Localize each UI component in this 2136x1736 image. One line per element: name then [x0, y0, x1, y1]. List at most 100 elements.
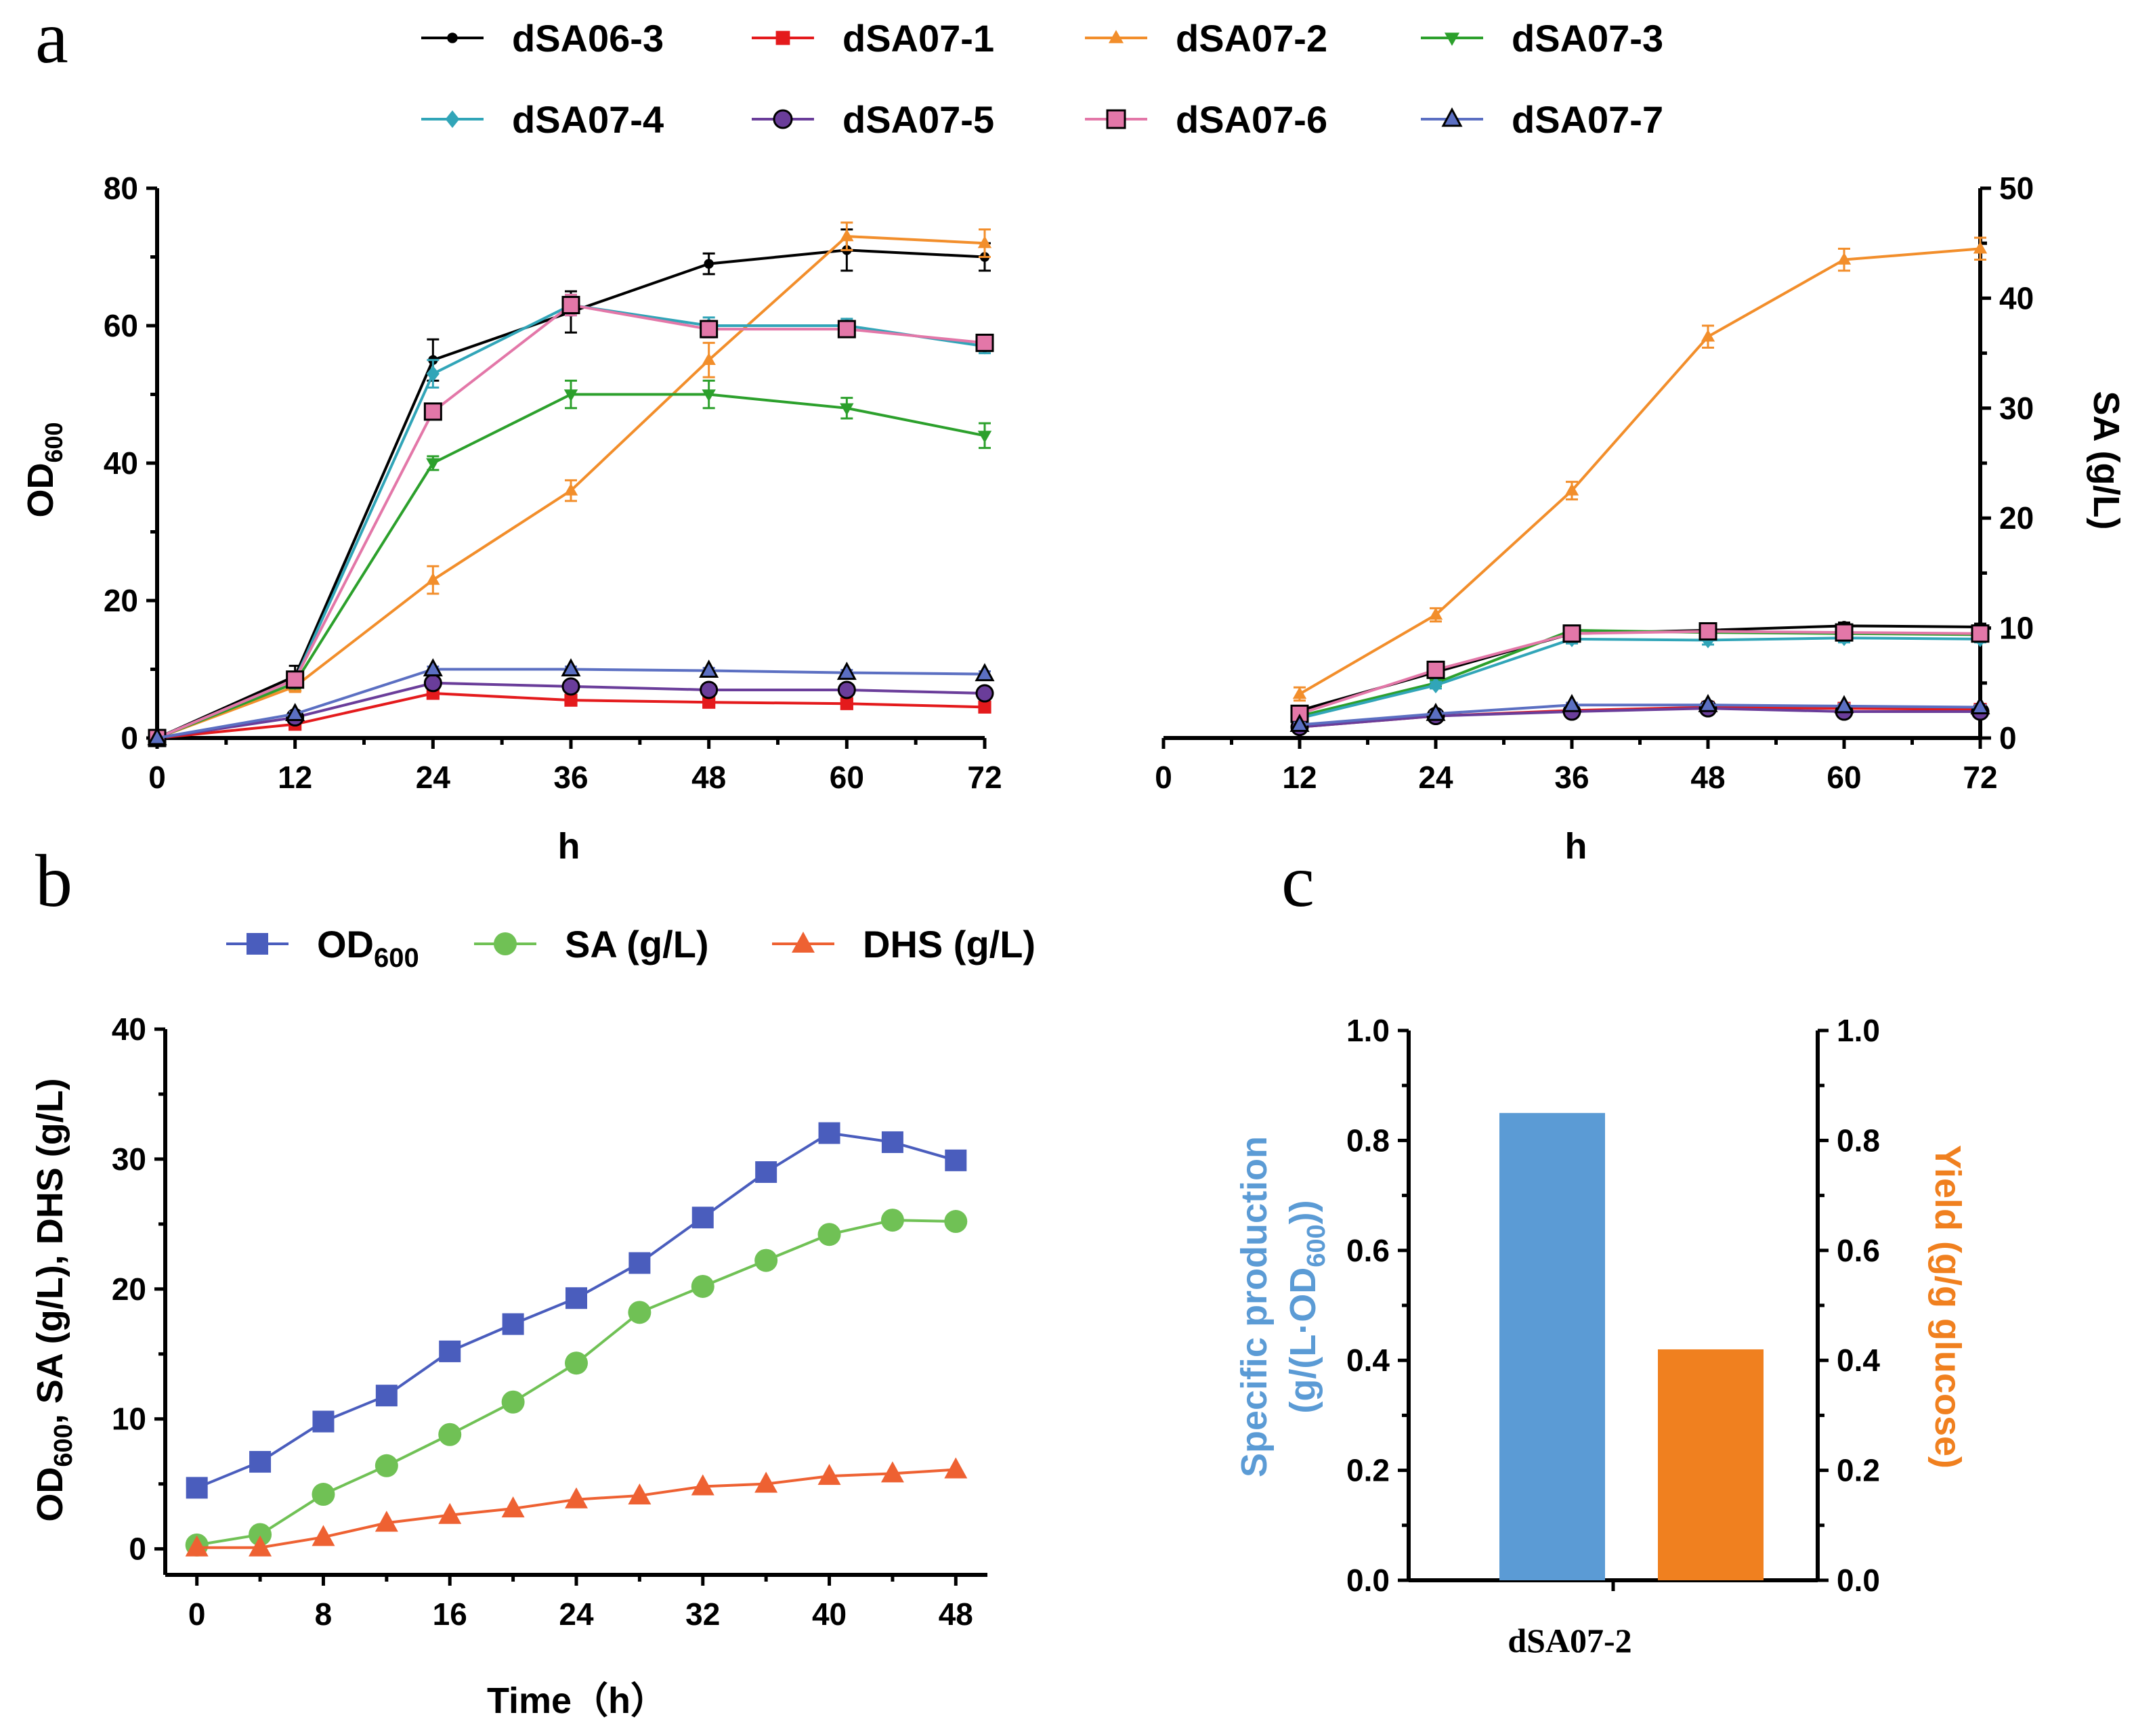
- legend-marker: [447, 32, 458, 43]
- data-point-dsa07-1: [702, 695, 716, 709]
- data-point-dsa07-6: [1971, 624, 1990, 643]
- data-point-od600: [249, 1451, 272, 1473]
- data-point-dsa07-3: [563, 389, 578, 402]
- y-tick-label: 20: [104, 583, 138, 618]
- series-line-dhs-g-l: [196, 1468, 956, 1549]
- x-category-label: dSA07-2: [1508, 1622, 1631, 1659]
- data-point-sa-g-l: [375, 1454, 398, 1477]
- y-tick-label: 10: [112, 1402, 146, 1437]
- y-axis-label-combined: OD600, SA (g/L), DHS (g/L): [30, 1078, 78, 1521]
- legend-marker: [1108, 30, 1124, 43]
- data-point-sa-g-l: [817, 1223, 841, 1246]
- y-tick-label: 10: [1999, 611, 2034, 646]
- data-point-sa-g-l: [944, 1210, 968, 1234]
- data-point-dsa07-2: [563, 483, 578, 496]
- y-tick-label: 30: [112, 1142, 146, 1177]
- legend-item-dsa07-6: dSA07-6: [1085, 98, 1327, 141]
- data-point-od600: [502, 1313, 524, 1335]
- data-point-dsa07-7: [147, 726, 167, 745]
- x-tick-label: 12: [1282, 760, 1317, 795]
- series-line-dsa07-4: [1299, 636, 1981, 720]
- data-point-dsa07-7: [561, 658, 581, 676]
- data-point-dhs-g-l: [565, 1487, 588, 1509]
- data-point-dsa07-2: [840, 229, 854, 242]
- legend-item-dsa07-1: dSA07-1: [752, 17, 994, 60]
- data-point-dsa07-2: [977, 236, 992, 248]
- x-tick-label: 36: [1554, 760, 1589, 795]
- data-point-sa-g-l: [501, 1390, 525, 1414]
- data-point-dsa07-6: [423, 402, 442, 421]
- legend-marker: [445, 110, 460, 128]
- panel-letter-b: b: [35, 840, 72, 922]
- data-point-dsa07-7: [836, 661, 857, 680]
- data-point-dsa07-7: [1562, 693, 1582, 712]
- series-dsa07-2: [1292, 236, 1988, 702]
- y-tick-label-right: 1.0: [1837, 1013, 1880, 1048]
- x-tick-label: 60: [830, 760, 864, 795]
- data-point-sa-g-l: [249, 1523, 272, 1546]
- data-point-dsa07-5: [975, 684, 994, 703]
- legend-item-dsa07-4: dSA07-4: [421, 98, 664, 141]
- series-dsa07-7: [1289, 693, 1990, 733]
- data-point-dhs-g-l: [312, 1525, 335, 1546]
- x-tick-label: 24: [416, 760, 451, 795]
- legend-item-od600: OD600: [226, 923, 419, 973]
- data-point-sa-g-l: [312, 1483, 335, 1506]
- x-tick-label: 72: [1963, 760, 1997, 795]
- x-axis-label-time: Time（h）: [487, 1680, 667, 1721]
- data-point-od600: [565, 1287, 587, 1309]
- x-tick-label: 48: [1690, 760, 1725, 795]
- y-axis-label-od600: OD600: [20, 422, 68, 517]
- y-tick-label-right: 0.0: [1837, 1563, 1880, 1598]
- series-sa-g-l: [185, 1209, 968, 1557]
- chart-specific-production-yield: Specific production (g/(L·OD600)) Yield …: [1234, 1013, 1968, 1659]
- y-axis-label-sa: SA (g/L): [2086, 391, 2127, 530]
- data-point-sa-g-l: [628, 1301, 652, 1324]
- data-point-dsa07-2: [1564, 483, 1579, 496]
- data-point-od600: [439, 1340, 461, 1362]
- legend-label: dSA07-4: [512, 98, 664, 141]
- legend-label: dSA07-7: [1512, 98, 1663, 141]
- chart-fed-batch-time-course: OD600, SA (g/L), DHS (g/L) Time（h） 0 8 16 2…: [30, 1012, 987, 1721]
- data-point-dhs-g-l: [691, 1474, 714, 1496]
- x-tick-label: 72: [967, 760, 1002, 795]
- legend-marker: [1441, 107, 1463, 127]
- data-point-dsa07-2: [702, 352, 716, 365]
- data-point-dsa07-1: [840, 697, 853, 710]
- legend-panel-b: OD600 SA (g/L) DHS (g/L): [226, 923, 1035, 973]
- data-point-dsa07-6: [1699, 622, 1717, 641]
- data-point-dsa07-1: [978, 700, 991, 714]
- chart-od600-growth: OD600 h 0 12 24 36 48 60 72 0 20 40 60 80: [20, 171, 1002, 867]
- data-point-dsa07-5: [561, 677, 580, 696]
- legend-label: OD600: [317, 923, 419, 973]
- legend-item-dsa07-5: dSA07-5: [752, 98, 994, 141]
- legend-marker: [1106, 109, 1126, 129]
- data-point-sa-g-l: [880, 1209, 904, 1232]
- data-point-dsa07-7: [1426, 702, 1446, 721]
- data-point-dsa07-7: [1698, 693, 1718, 712]
- legend-label: dSA07-5: [842, 98, 994, 141]
- legend-label: dSA07-2: [1176, 17, 1327, 60]
- data-point-dsa07-6: [286, 670, 305, 689]
- x-tick-label: 16: [433, 1597, 467, 1632]
- data-point-dsa07-2: [1701, 329, 1715, 342]
- data-point-dsa07-6: [1835, 623, 1854, 642]
- series-line-od600: [196, 1131, 956, 1490]
- series-line-dsa07-6: [1299, 630, 1981, 716]
- x-tick-label: 32: [685, 1597, 720, 1632]
- x-tick-label: 24: [1418, 760, 1453, 795]
- y-tick-label-left: 0.0: [1346, 1563, 1390, 1598]
- data-point-dsa07-2: [426, 572, 440, 585]
- x-tick-label: 8: [315, 1597, 333, 1632]
- panel-letter-a: a: [35, 0, 68, 79]
- data-point-sa-g-l: [565, 1351, 588, 1375]
- data-point-dsa07-6: [837, 320, 856, 339]
- data-point-dsa07-7: [423, 658, 443, 676]
- series-dhs-g-l: [185, 1457, 968, 1557]
- data-point-dsa07-7: [699, 659, 719, 678]
- data-point-dsa07-3: [977, 431, 992, 443]
- series-dsa07-6: [1290, 622, 1990, 723]
- data-point-dsa07-7: [1834, 695, 1854, 714]
